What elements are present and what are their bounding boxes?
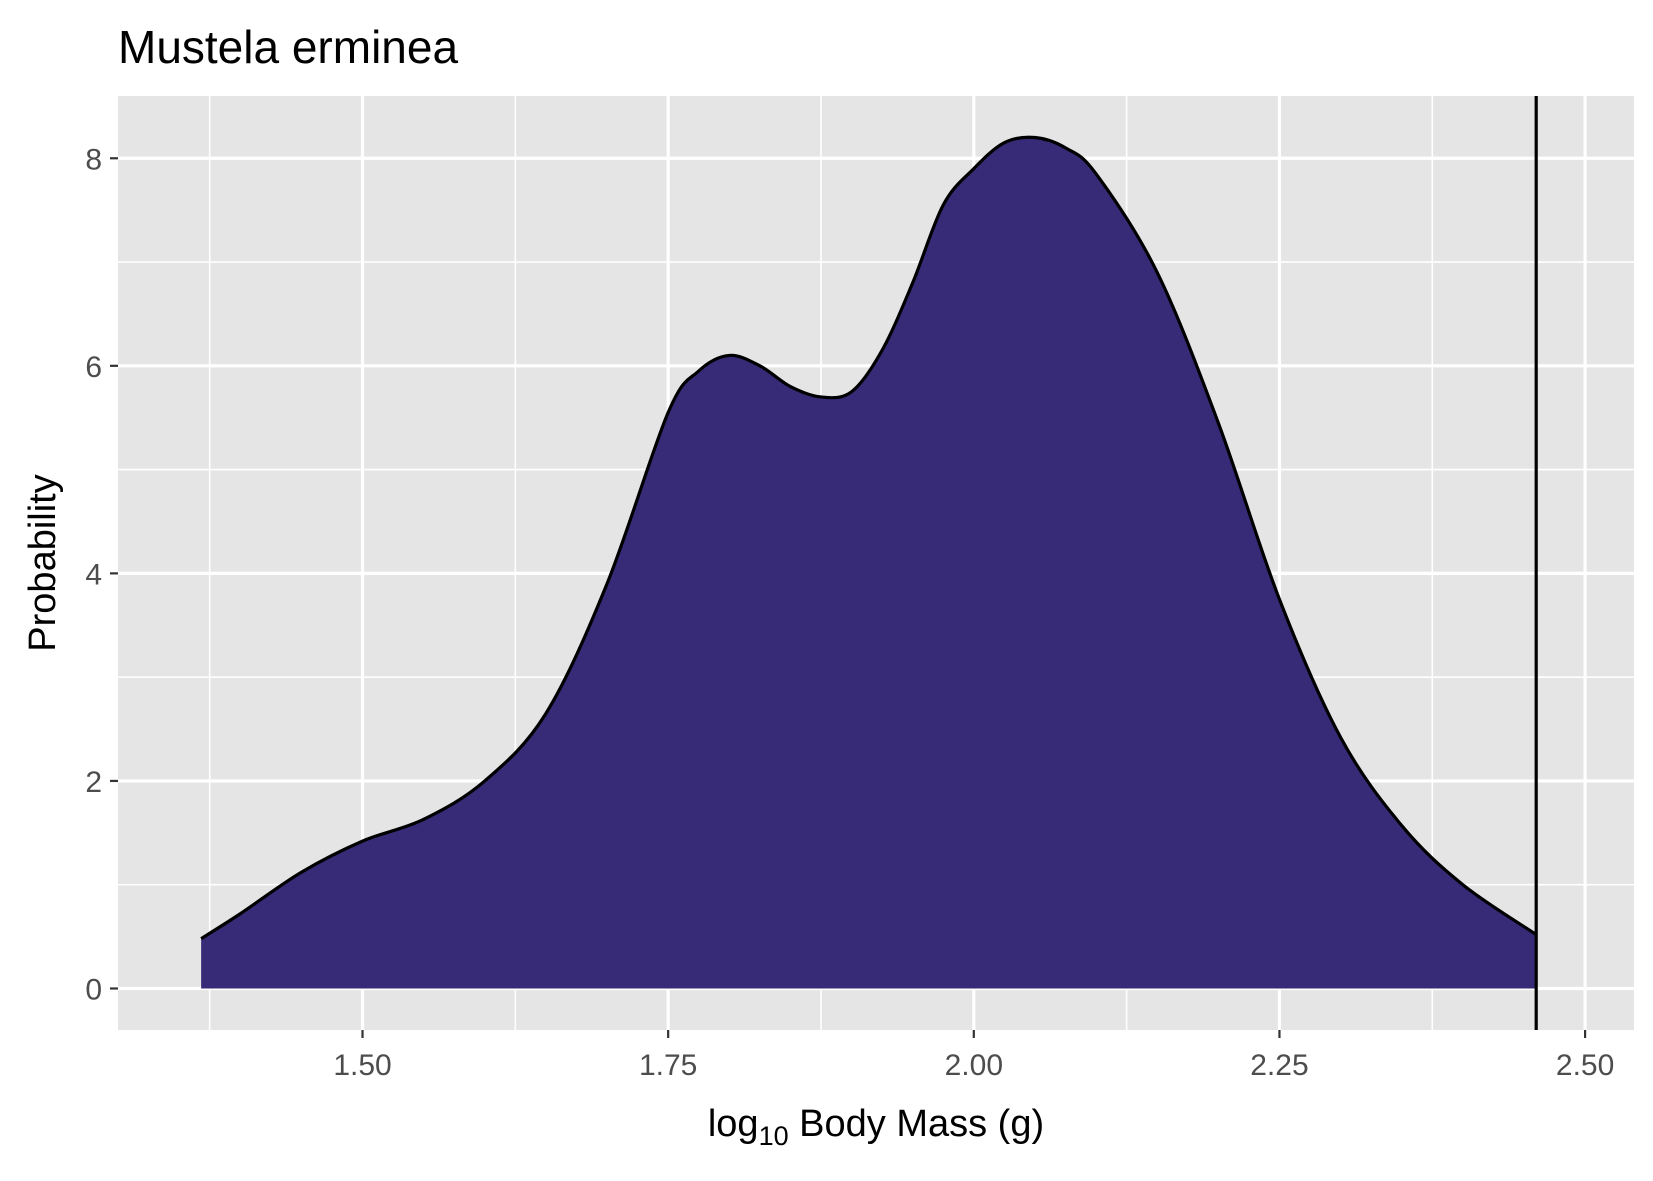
y-axis-ticks: 0 2 4 6 8 <box>85 143 118 1006</box>
x-tick-label: 1.75 <box>639 1049 697 1082</box>
y-axis-title: Probability <box>22 474 64 651</box>
x-tick-label: 1.50 <box>333 1049 391 1082</box>
x-axis-title-prefix: log <box>708 1103 759 1145</box>
x-axis-title-subscript: 10 <box>759 1121 789 1151</box>
x-tick-label: 2.50 <box>1556 1049 1614 1082</box>
x-axis-ticks: 1.50 1.75 2.00 2.25 2.50 <box>333 1030 1614 1082</box>
x-axis-title: log10 Body Mass (g) <box>708 1103 1044 1151</box>
y-tick-label: 0 <box>85 973 102 1006</box>
y-tick-label: 4 <box>85 558 102 591</box>
x-tick-label: 2.00 <box>945 1049 1003 1082</box>
x-axis-title-suffix: Body Mass (g) <box>789 1103 1045 1145</box>
y-tick-label: 6 <box>85 351 102 384</box>
density-area <box>201 137 1537 989</box>
y-tick-label: 2 <box>85 766 102 799</box>
density-outline <box>200 135 1538 941</box>
chart-title: Mustela erminea <box>118 21 458 73</box>
x-tick-label: 2.25 <box>1250 1049 1308 1082</box>
y-tick-label: 8 <box>85 143 102 176</box>
